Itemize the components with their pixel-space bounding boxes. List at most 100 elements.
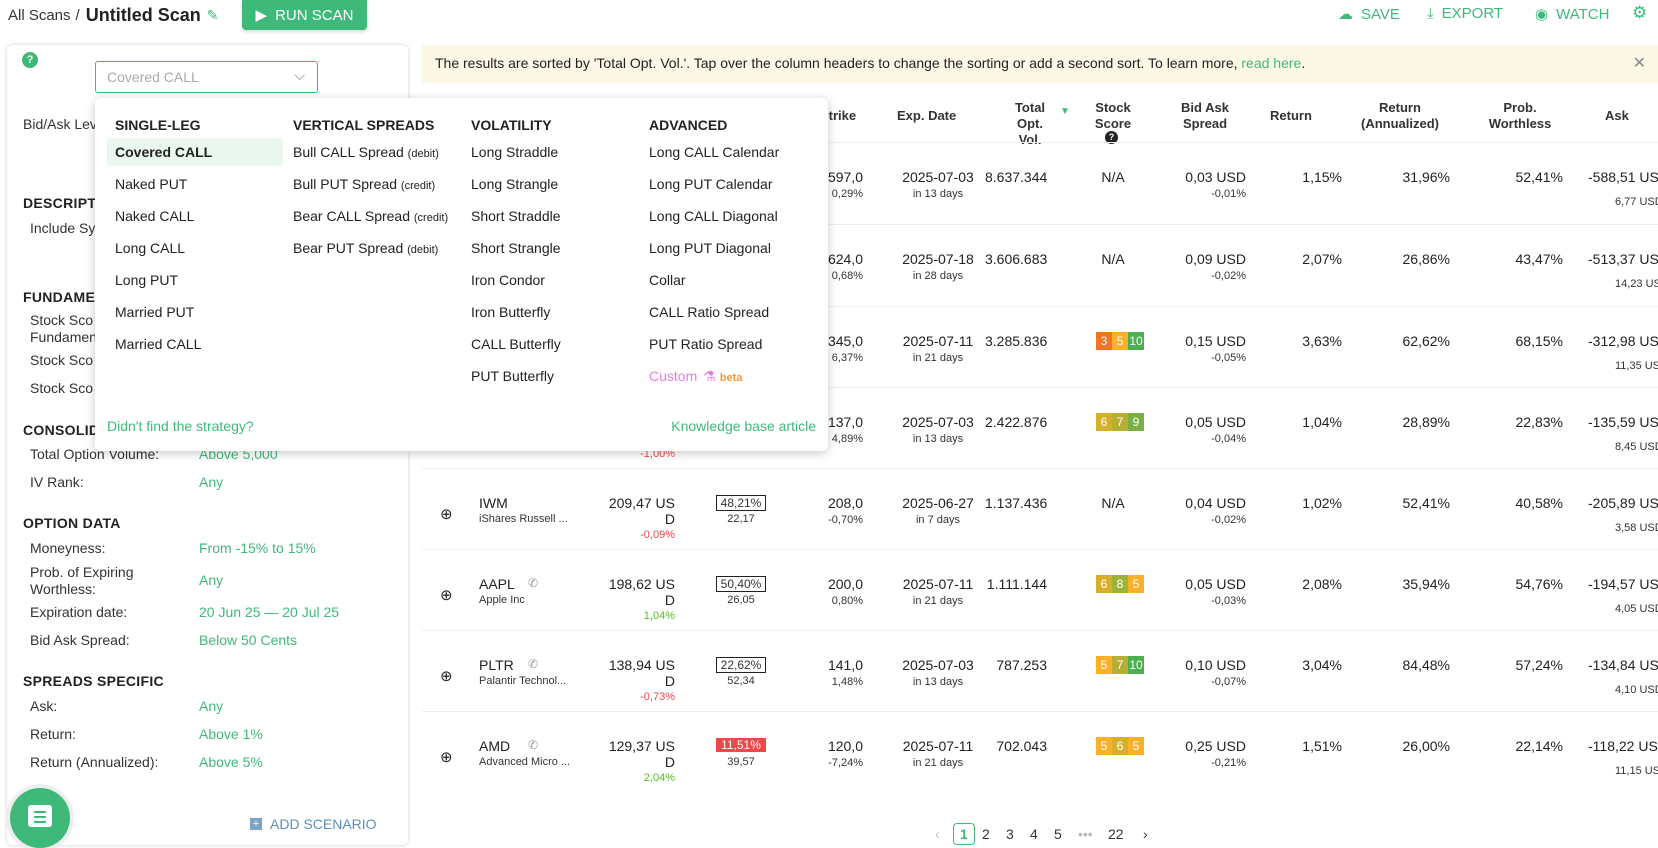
all-scans-link[interactable]: All Scans bbox=[8, 6, 71, 24]
header-prob-worthless[interactable]: Prob. Worthless bbox=[1488, 100, 1552, 131]
header-return-annualized[interactable]: Return (Annualized) bbox=[1361, 100, 1439, 131]
didnt-find-strategy-link[interactable]: Didn't find the strategy? bbox=[107, 418, 254, 434]
strategy-option[interactable]: Long CALL bbox=[115, 240, 185, 256]
strategy-option[interactable]: Iron Butterfly bbox=[471, 304, 550, 320]
gear-icon[interactable]: ⚙ bbox=[1632, 3, 1648, 22]
moneyness-value[interactable]: From -15% to 15% bbox=[199, 540, 316, 556]
strategy-option[interactable]: Long PUT Calendar bbox=[649, 176, 772, 192]
strategy-option[interactable]: PUT Ratio Spread bbox=[649, 336, 762, 352]
strategy-option[interactable]: Long PUT Diagonal bbox=[649, 240, 771, 256]
chat-button[interactable] bbox=[10, 788, 70, 848]
header-stock-score[interactable]: Stock Score bbox=[1094, 100, 1132, 131]
sort-desc-icon[interactable]: ▼ bbox=[1060, 106, 1070, 117]
ask-sub: 3,58 USD bbox=[1615, 522, 1658, 534]
ticker-symbol[interactable]: IWM bbox=[479, 495, 508, 511]
strategy-option[interactable]: Covered CALL bbox=[107, 138, 283, 166]
save-button[interactable]: ☁ SAVE bbox=[1338, 5, 1400, 24]
export-button[interactable]: ⤓ EXPORT bbox=[1427, 5, 1503, 22]
exp-date: 2025-07-11 bbox=[902, 576, 974, 592]
strategy-option[interactable]: CALL Butterfly bbox=[471, 336, 561, 352]
page-button[interactable]: 3 bbox=[1006, 826, 1014, 842]
strategy-option[interactable]: Naked PUT bbox=[115, 176, 187, 192]
phone-icon[interactable]: ✆ bbox=[528, 657, 539, 671]
ask-value[interactable]: Any bbox=[199, 698, 224, 714]
header-ask[interactable]: Ask bbox=[1605, 108, 1629, 123]
header-strike[interactable]: Strike bbox=[820, 108, 857, 123]
pencil-icon[interactable]: ✎ bbox=[206, 6, 219, 23]
strategy-option[interactable]: Custom ⚗ beta bbox=[649, 368, 742, 385]
strategy-option[interactable]: Naked CALL bbox=[115, 208, 194, 224]
strike: 345,0 bbox=[827, 333, 863, 349]
page-button[interactable]: 2 bbox=[982, 826, 990, 842]
row-divider bbox=[422, 142, 1658, 143]
run-scan-button[interactable]: ▶ RUN SCAN bbox=[242, 0, 367, 30]
close-icon[interactable]: ✕ bbox=[1632, 55, 1646, 72]
next-page-button[interactable]: › bbox=[1143, 826, 1148, 842]
breadcrumb-all-scans[interactable]: All Scans / bbox=[8, 7, 80, 24]
strategy-option[interactable]: Married CALL bbox=[115, 336, 201, 352]
bid-ask-spread-value[interactable]: Below 50 Cents bbox=[199, 632, 298, 648]
page-button[interactable]: 22 bbox=[1108, 826, 1124, 842]
score-segment: 6 bbox=[1096, 413, 1112, 431]
strategy-option[interactable]: Collar bbox=[649, 272, 686, 288]
page-button[interactable]: 5 bbox=[1054, 826, 1062, 842]
bid-ask-spread: 0,03 USD bbox=[1185, 169, 1246, 185]
strategy-option[interactable]: Long CALL Diagonal bbox=[649, 208, 778, 224]
prev-page-button[interactable]: ‹ bbox=[935, 826, 940, 842]
watch-button[interactable]: ◉ WATCH bbox=[1535, 5, 1610, 24]
strategy-select[interactable]: Covered CALL ⌵ bbox=[95, 61, 318, 93]
zoom-in-icon[interactable]: ⊕ bbox=[440, 587, 453, 604]
return-value[interactable]: Above 1% bbox=[199, 726, 263, 742]
strategy-option[interactable]: Long Strangle bbox=[471, 176, 558, 192]
page-button[interactable]: ••• bbox=[1078, 826, 1093, 842]
phone-icon[interactable]: ✆ bbox=[528, 738, 539, 752]
strategy-option-label: CALL Butterfly bbox=[471, 336, 561, 352]
bid-ask-sub: -0,04% bbox=[1211, 433, 1246, 445]
strategy-option[interactable]: Married PUT bbox=[115, 304, 194, 320]
price-change: -0,09% bbox=[640, 529, 675, 541]
header-total-opt-vol[interactable]: Total Opt. Vol. bbox=[1014, 100, 1046, 147]
strategy-option-label: Bear PUT Spread bbox=[293, 240, 404, 256]
header-left: All Scans / Untitled Scan ✎ bbox=[8, 2, 218, 28]
help-icon[interactable]: ? bbox=[22, 52, 38, 68]
header-bid-ask-spread[interactable]: Bid Ask Spread bbox=[1181, 100, 1229, 131]
return-annualized-value[interactable]: Above 5% bbox=[199, 754, 263, 770]
bid-ask-spread: 0,25 USD bbox=[1185, 738, 1246, 754]
zoom-in-icon[interactable]: ⊕ bbox=[440, 749, 453, 766]
add-scenario-button[interactable]: + ADD SCENARIO bbox=[250, 816, 377, 832]
page-button[interactable]: 4 bbox=[1030, 826, 1038, 842]
header-return[interactable]: Return bbox=[1270, 108, 1312, 123]
strategy-option[interactable]: Bull PUT Spread (credit) bbox=[293, 176, 435, 192]
read-here-link[interactable]: read here bbox=[1241, 55, 1302, 71]
header-exp-date[interactable]: Exp. Date bbox=[897, 108, 957, 123]
return: 1,02% bbox=[1302, 495, 1342, 511]
watch-label: WATCH bbox=[1556, 5, 1610, 23]
phone-icon[interactable]: ✆ bbox=[528, 576, 539, 590]
strategy-option-label: Long CALL Calendar bbox=[649, 144, 780, 160]
ticker-symbol[interactable]: AAPL bbox=[479, 576, 515, 592]
iv-rank-value[interactable]: Any bbox=[199, 474, 224, 490]
knowledge-base-link[interactable]: Knowledge base article bbox=[671, 418, 816, 434]
dropdown-column-header: VOLATILITY bbox=[471, 117, 552, 133]
ticker-symbol[interactable]: PLTR bbox=[479, 657, 514, 673]
exp-date: 2025-07-18 bbox=[902, 251, 974, 267]
strategy-option[interactable]: Short Strangle bbox=[471, 240, 561, 256]
strategy-option[interactable]: CALL Ratio Spread bbox=[649, 304, 769, 320]
strategy-option[interactable]: Long Straddle bbox=[471, 144, 558, 160]
strategy-option[interactable]: Bear CALL Spread (credit) bbox=[293, 208, 448, 224]
strategy-option[interactable]: Short Straddle bbox=[471, 208, 561, 224]
prob-worthless-value[interactable]: Any bbox=[199, 572, 224, 588]
strategy-option[interactable]: PUT Butterfly bbox=[471, 368, 554, 384]
dropdown-column-header: ADVANCED bbox=[649, 117, 728, 133]
strategy-option[interactable]: Iron Condor bbox=[471, 272, 545, 288]
strategy-option[interactable]: Bull CALL Spread (debit) bbox=[293, 144, 439, 160]
help-icon[interactable]: ? bbox=[1105, 131, 1118, 144]
strategy-option[interactable]: Bear PUT Spread (debit) bbox=[293, 240, 438, 256]
ticker-symbol[interactable]: AMD bbox=[479, 738, 511, 754]
zoom-in-icon[interactable]: ⊕ bbox=[440, 668, 453, 685]
strategy-option[interactable]: Long PUT bbox=[115, 272, 178, 288]
zoom-in-icon[interactable]: ⊕ bbox=[440, 506, 453, 523]
strategy-option[interactable]: Long CALL Calendar bbox=[649, 144, 779, 160]
expiration-value[interactable]: 20 Jun 25 — 20 Jul 25 bbox=[199, 604, 340, 620]
page-button[interactable]: 1 bbox=[953, 823, 975, 845]
